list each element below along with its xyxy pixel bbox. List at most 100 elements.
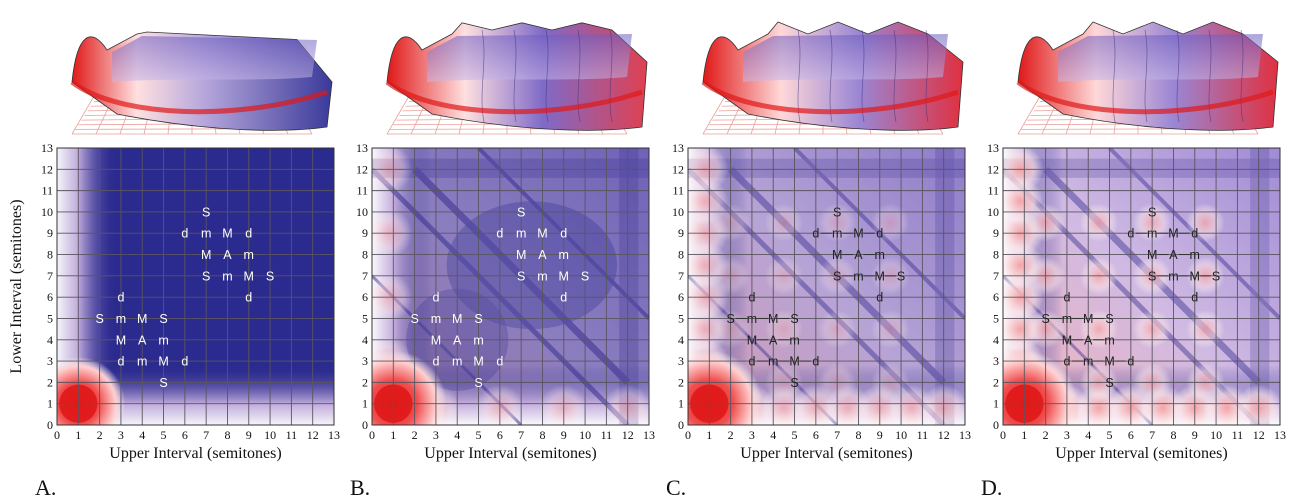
chord-label: M (747, 333, 757, 347)
spot (688, 148, 729, 193)
x-tick-label: 8 (1170, 428, 1176, 442)
chord-label: m (516, 227, 526, 241)
y-tick-label: 3 (678, 354, 684, 368)
y-tick-label: 12 (41, 162, 53, 176)
heatmap-field (1003, 148, 1280, 425)
surface-plot (70, 31, 333, 135)
chord-label: m (789, 333, 799, 347)
surface-ridge (609, 29, 613, 123)
spot (764, 309, 804, 349)
surface-ridge (1176, 29, 1180, 123)
y-tick-label: 7 (362, 269, 368, 283)
chord-label: A (223, 248, 232, 262)
chord-label: m (1104, 333, 1114, 347)
chord-label: m (158, 333, 168, 347)
chord-label: m (431, 312, 441, 326)
y-tick-label: 6 (678, 290, 684, 304)
surface-ridge (861, 29, 865, 123)
chord-label: M (116, 333, 126, 347)
chord-label: m (559, 248, 569, 262)
chord-label: d (432, 291, 439, 305)
chord-label: S (897, 269, 905, 283)
y-tick-label: 13 (41, 141, 53, 155)
y-tick-label: 13 (356, 141, 368, 155)
chord-label: m (222, 269, 232, 283)
chord-label: m (1147, 227, 1157, 241)
chord-label: S (581, 269, 589, 283)
y-tick-label: 4 (993, 333, 999, 347)
chord-label: S (266, 269, 274, 283)
spot (871, 203, 910, 242)
y-tick-label: 8 (47, 248, 53, 262)
chord-label: S (474, 312, 482, 326)
y-tick-label: 2 (678, 375, 684, 389)
plot-frame (687, 147, 966, 426)
x-tick-label: 4 (1085, 428, 1091, 442)
x-tick-label: 4 (454, 428, 460, 442)
y-tick-label: 9 (678, 226, 684, 240)
x-tick-label: 10 (895, 428, 907, 442)
x-tick-label: 10 (264, 428, 276, 442)
chord-label: M (1104, 355, 1114, 369)
chord-label: m (452, 355, 462, 369)
chord-label: d (1191, 227, 1198, 241)
y-tick-label: 4 (678, 333, 684, 347)
x-tick-label: 11 (601, 428, 613, 442)
x-tick-label: 0 (54, 428, 60, 442)
surface-ridge (545, 29, 549, 123)
chord-label: S (833, 205, 841, 219)
chord-label: d (432, 355, 439, 369)
band-12 (372, 158, 649, 178)
x-tick-label: 7 (518, 428, 524, 442)
x-tick-label: 0 (1000, 428, 1006, 442)
x-tick-label: 5 (1107, 428, 1113, 442)
chord-label: m (1083, 355, 1093, 369)
chord-label: S (159, 312, 167, 326)
y-tick-label: 6 (47, 290, 53, 304)
y-tick-label: 9 (47, 226, 53, 240)
y-tick-label: 9 (362, 226, 368, 240)
y-tick-label: 8 (362, 248, 368, 262)
y-tick-label: 7 (47, 269, 53, 283)
chord-label: M (244, 269, 254, 283)
chord-label: M (1147, 248, 1157, 262)
chord-label: A (1169, 248, 1178, 262)
chord-label: d (181, 355, 188, 369)
x-tick-label: 8 (855, 428, 861, 442)
chord-label: m (473, 333, 483, 347)
y-tick-label: 8 (993, 248, 999, 262)
x-tick-label: 13 (643, 428, 655, 442)
chord-label: m (875, 248, 885, 262)
chord-label: d (560, 291, 567, 305)
surface-edge (701, 80, 959, 115)
spot (1003, 148, 1044, 193)
surface-edge (70, 80, 328, 115)
chord-label: S (1148, 205, 1156, 219)
chord-label: m (1168, 269, 1178, 283)
chord-label: m (853, 269, 863, 283)
y-tick-label: 4 (362, 333, 368, 347)
chord-label: S (1148, 269, 1156, 283)
y-tick-label: 2 (47, 375, 53, 389)
chord-label: S (159, 376, 167, 390)
band-12 (619, 148, 639, 425)
y-tick-label: 6 (993, 290, 999, 304)
y-tick-label: 6 (362, 290, 368, 304)
floor-line (71, 90, 98, 135)
surface-plot (1016, 21, 1279, 135)
y-tick-label: 1 (993, 397, 999, 411)
chord-label: m (747, 312, 757, 326)
y-tick-label: 12 (672, 162, 684, 176)
y-tick-label: 1 (362, 397, 368, 411)
y-tick-label: 12 (987, 162, 999, 176)
chord-label: M (537, 227, 547, 241)
